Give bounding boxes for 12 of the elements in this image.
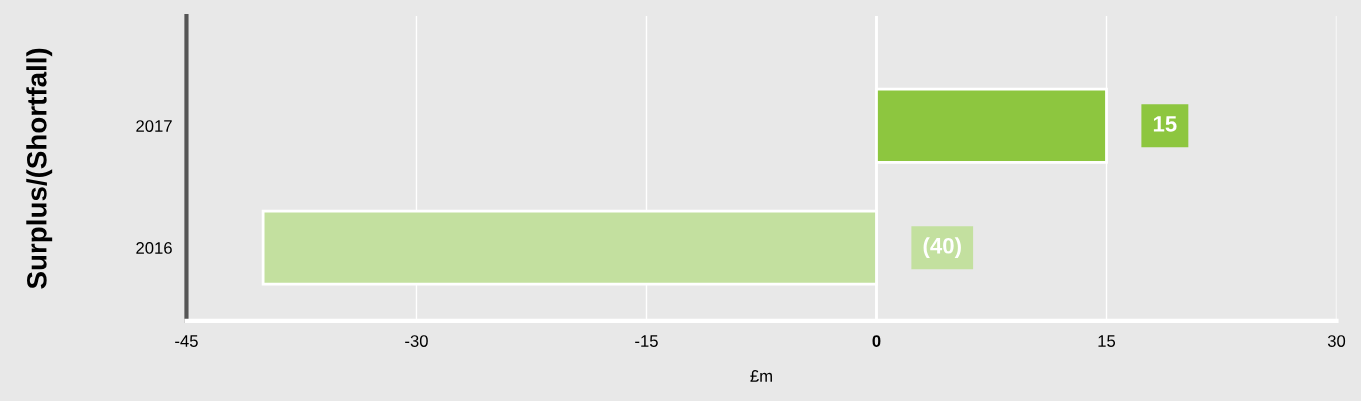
x-tick-label: 15 (1098, 335, 1116, 347)
y-axis-title: Surplus/(Shortfall) (26, 48, 53, 289)
y-tick-label: 2017 (136, 120, 172, 132)
data-label: (40) (923, 237, 961, 259)
y-tick-label: 2016 (136, 242, 172, 254)
x-tick-label: 0 (872, 335, 881, 347)
x-tick-label: -15 (635, 335, 658, 347)
x-tick-label: 30 (1327, 335, 1346, 347)
data-label: 15 (1153, 116, 1177, 132)
x-tick-label: -45 (175, 335, 198, 347)
x-tick-label: -30 (405, 335, 428, 347)
x-axis-title: £m (750, 370, 772, 382)
